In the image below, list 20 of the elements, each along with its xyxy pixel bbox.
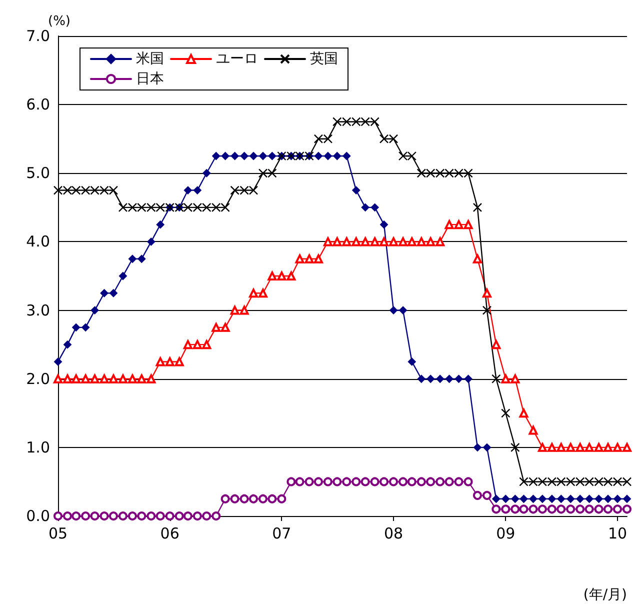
x-tick-label: 09: [496, 524, 516, 542]
x-tick-label: 10: [608, 524, 628, 542]
x-tick-label: 07: [272, 524, 292, 542]
y-axis-title: (%): [48, 14, 70, 29]
y-tick-label: 0.0: [26, 507, 50, 525]
legend-label: 英国: [310, 51, 338, 67]
legend-label: ユーロ: [216, 51, 258, 67]
x-tick-label: 05: [48, 524, 68, 542]
y-tick-label: 4.0: [26, 232, 50, 251]
x-tick-label: 08: [384, 524, 404, 542]
x-tick-label: 06: [160, 524, 180, 542]
y-tick-label: 5.0: [26, 164, 50, 182]
y-tick-label: 7.0: [26, 27, 50, 45]
y-tick-label: 1.0: [26, 438, 50, 456]
y-tick-label: 6.0: [26, 96, 50, 114]
legend-label: 日本: [136, 71, 164, 87]
y-tick-label: 2.0: [26, 370, 50, 388]
y-tick-label: 3.0: [26, 301, 50, 320]
legend-label: 米国: [136, 51, 164, 67]
x-axis-title: (年/月): [583, 587, 627, 603]
